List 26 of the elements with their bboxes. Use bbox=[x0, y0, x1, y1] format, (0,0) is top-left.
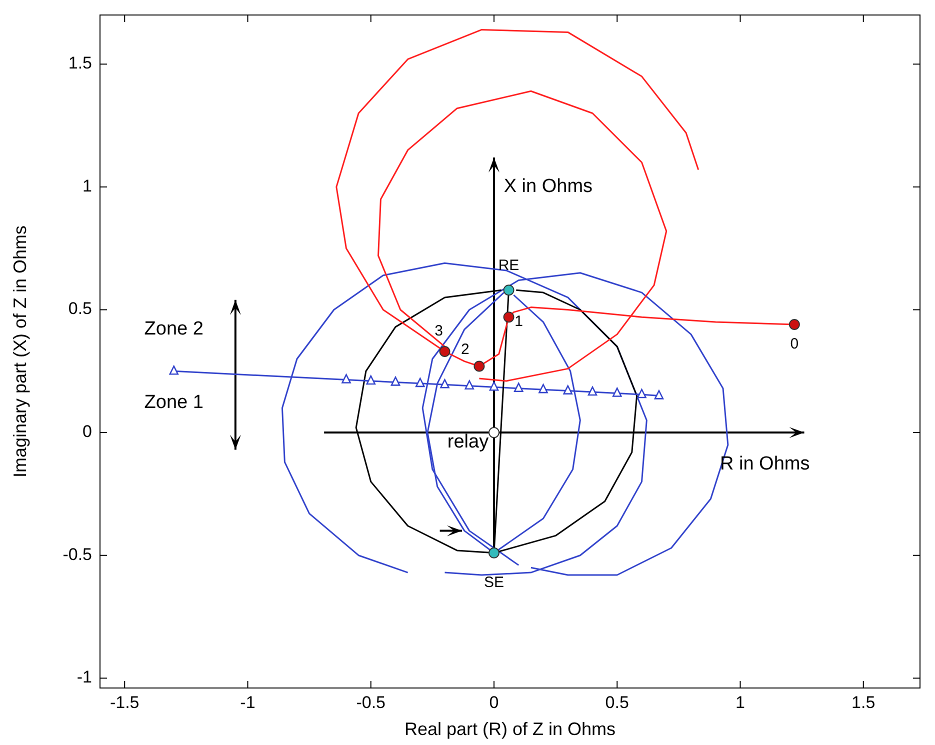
y-axis-title: Imaginary part (X) of Z in Ohms bbox=[10, 225, 30, 478]
x-tick-label: 0 bbox=[489, 693, 499, 712]
y-tick-label: -0.5 bbox=[62, 544, 92, 564]
x-tick-label: -1.5 bbox=[110, 693, 140, 712]
annotation: Zone 2 bbox=[144, 318, 204, 340]
y-tick-label: -1 bbox=[76, 668, 92, 687]
annotation: relay bbox=[447, 432, 490, 453]
x-axis-title: Real part (R) of Z in Ohms bbox=[404, 719, 616, 739]
y-tick-label: 1 bbox=[82, 176, 92, 196]
annotation: RE bbox=[498, 257, 520, 274]
annotation: X in Ohms bbox=[504, 176, 593, 197]
x-tick-label: -1 bbox=[240, 693, 256, 712]
annotation: Zone 1 bbox=[144, 392, 204, 414]
x-tick-label: 1.5 bbox=[852, 693, 876, 712]
annotation: R in Ohms bbox=[720, 454, 810, 474]
annotation: 3 bbox=[434, 322, 443, 340]
x-tick-label: 0.5 bbox=[605, 693, 629, 712]
y-tick-label: 1.5 bbox=[68, 54, 92, 73]
y-tick-label: 0 bbox=[82, 422, 92, 442]
y-tick-label: 0.5 bbox=[68, 299, 92, 318]
annotation: SE bbox=[484, 574, 504, 591]
annotation: 2 bbox=[461, 341, 470, 358]
annotation: 1 bbox=[514, 313, 523, 330]
annotation: 0 bbox=[790, 335, 799, 352]
x-tick-label: -0.5 bbox=[356, 693, 386, 712]
x-tick-label: 1 bbox=[736, 693, 745, 712]
